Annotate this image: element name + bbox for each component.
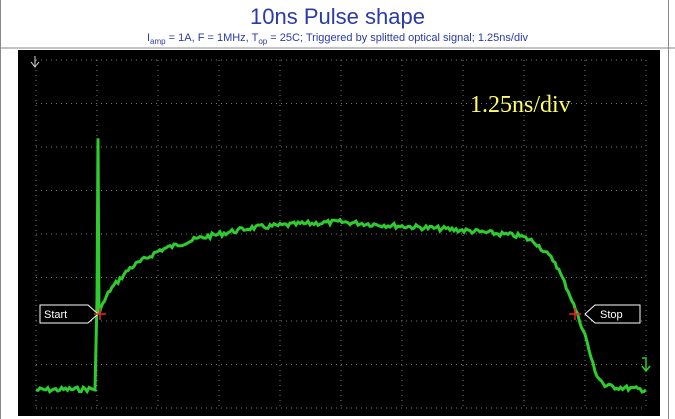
start-marker: Start [44,309,67,321]
page: 10ns Pulse shape Iamp = 1A, F = 1MHz, To… [0,0,675,419]
scope: Start Stop 1.25ns/div [0,0,675,419]
timebase-label: 1.25ns/div [470,92,571,118]
stop-marker: Stop [600,309,623,321]
